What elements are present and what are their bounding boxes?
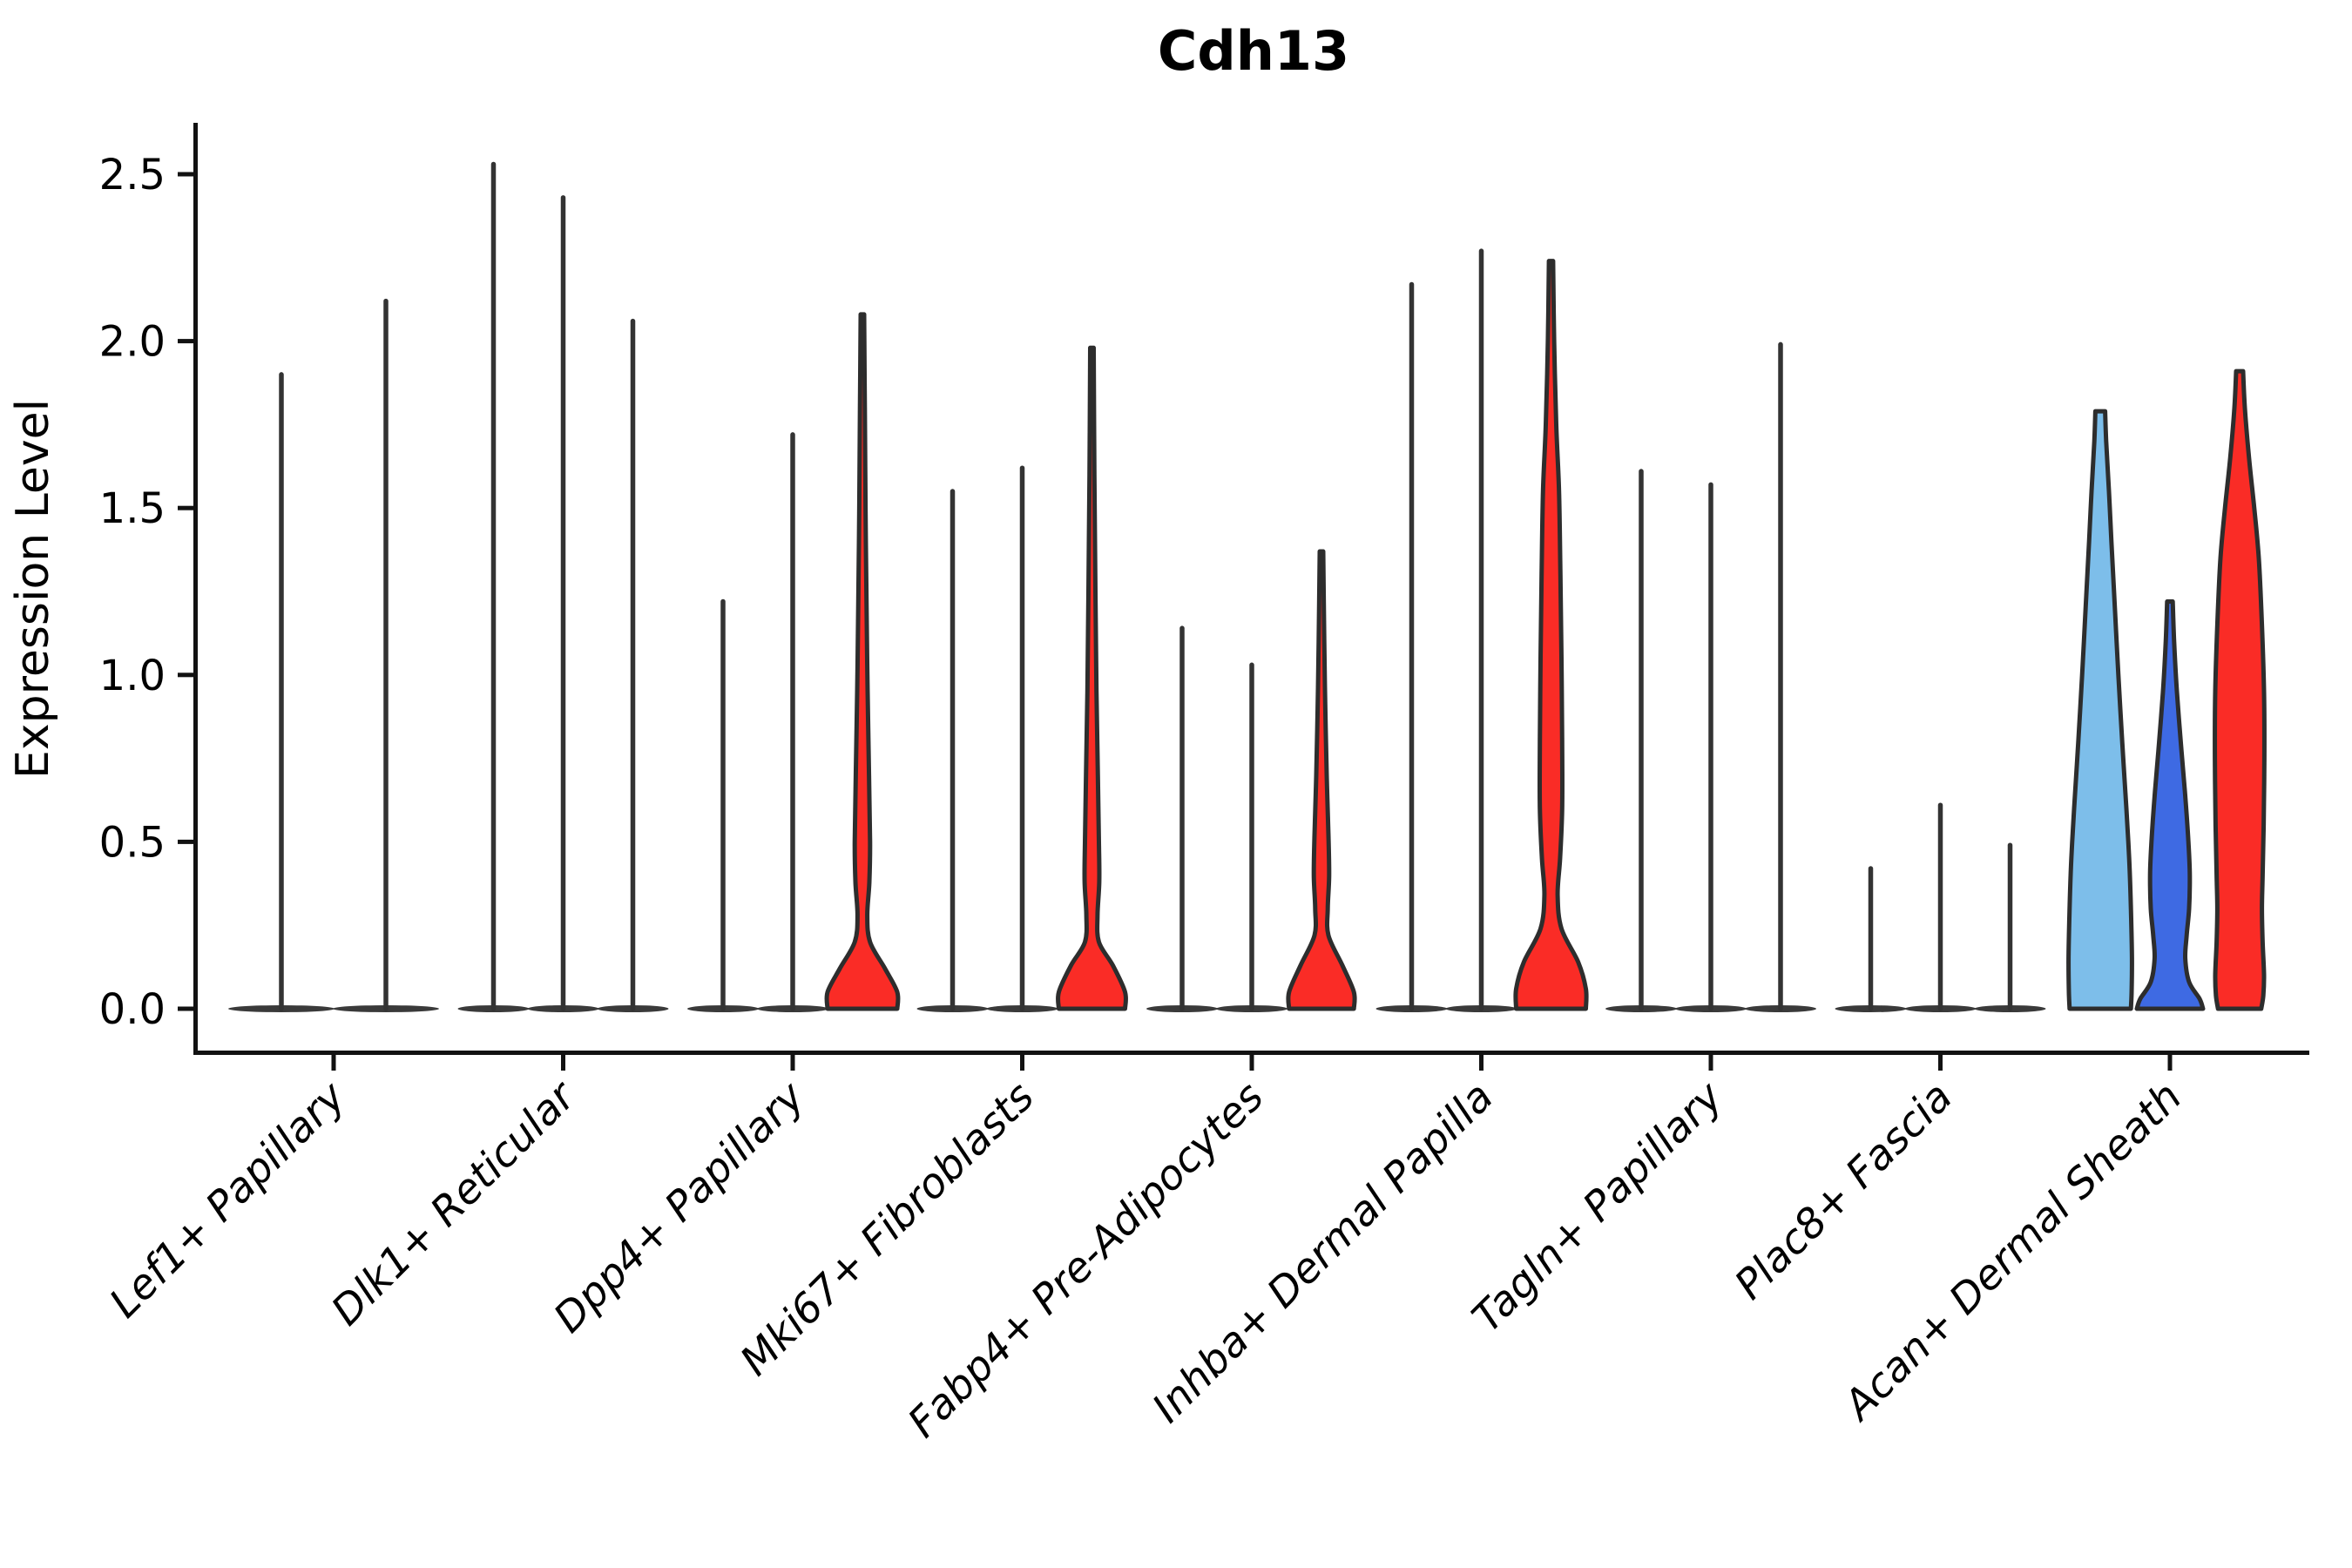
x-tick bbox=[1938, 1055, 1943, 1071]
y-tick-label: 2.0 bbox=[99, 318, 166, 367]
y-tick-label: 2.5 bbox=[99, 151, 166, 199]
violin-red bbox=[1055, 345, 1129, 1011]
y-tick-label: 0.0 bbox=[99, 985, 166, 1034]
y-tick-label: 0.5 bbox=[99, 818, 166, 867]
y-tick bbox=[178, 1006, 193, 1011]
x-tick bbox=[331, 1055, 336, 1071]
y-tick bbox=[178, 339, 193, 344]
x-tick-label: Tagln+ Papillary bbox=[1463, 1072, 1734, 1342]
y-axis-spine bbox=[193, 123, 198, 1055]
x-axis-spine bbox=[193, 1051, 2309, 1055]
chart-title: Cdh13 bbox=[1158, 19, 1349, 83]
violin-dark_blue bbox=[2134, 599, 2206, 1011]
y-tick bbox=[178, 505, 193, 510]
x-tick-label: Lef1+ Papillary bbox=[100, 1072, 355, 1328]
y-tick bbox=[178, 172, 193, 177]
violin-red bbox=[2213, 368, 2267, 1011]
violin-light_blue bbox=[2066, 409, 2134, 1011]
y-tick bbox=[178, 672, 193, 678]
violin-red bbox=[824, 312, 901, 1011]
x-tick bbox=[561, 1055, 565, 1071]
x-tick bbox=[790, 1055, 795, 1071]
y-tick-label: 1.5 bbox=[99, 484, 166, 533]
y-tick-label: 1.0 bbox=[99, 652, 166, 700]
x-tick bbox=[2167, 1055, 2173, 1071]
violin-red bbox=[1513, 259, 1589, 1011]
x-tick bbox=[1479, 1055, 1484, 1071]
x-tick-label: Plac8+ Fascia bbox=[1726, 1073, 1962, 1309]
y-axis-title: Expression Level bbox=[7, 399, 59, 779]
x-tick-label: Dlk1+ Reticular bbox=[322, 1071, 586, 1335]
x-tick bbox=[1708, 1055, 1713, 1071]
y-tick bbox=[178, 839, 193, 844]
x-tick-label: Dpp4+ Papillary bbox=[544, 1072, 814, 1342]
x-tick bbox=[1249, 1055, 1254, 1071]
violin-red bbox=[1286, 549, 1357, 1011]
x-tick bbox=[1020, 1055, 1024, 1071]
